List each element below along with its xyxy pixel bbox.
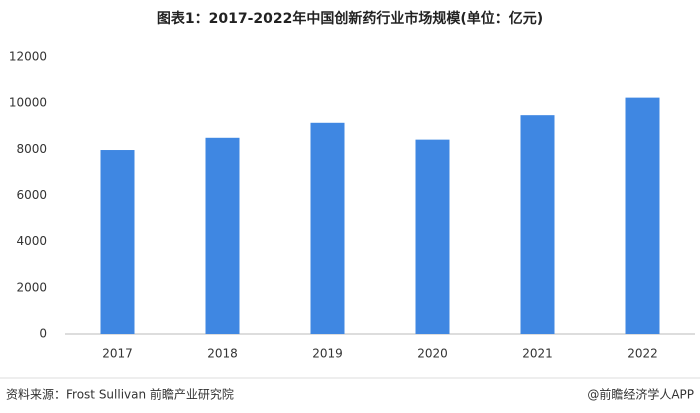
- x-tick-label: 2022: [627, 347, 658, 361]
- bar: [520, 115, 555, 334]
- x-tick-label: 2019: [312, 347, 343, 361]
- bar: [625, 97, 660, 334]
- y-tick-label: 4000: [16, 234, 47, 248]
- bar: [205, 137, 240, 334]
- x-tick-label: 2017: [102, 347, 133, 361]
- source-note: 资料来源：Frost Sullivan 前瞻产业研究院: [6, 387, 234, 402]
- chart-title: 图表1：2017-2022年中国创新药行业市场规模(单位：亿元): [157, 10, 543, 27]
- bar: [100, 150, 135, 334]
- x-tick-label: 2020: [417, 347, 448, 361]
- credit: @前瞻经济学人APP: [587, 387, 694, 402]
- y-tick-label: 10000: [9, 96, 47, 110]
- x-tick-label: 2021: [522, 347, 553, 361]
- y-tick-label: 8000: [16, 142, 47, 156]
- y-tick-label: 2000: [16, 280, 47, 294]
- bar: [310, 122, 345, 334]
- bar: [415, 139, 450, 334]
- y-tick-label: 6000: [16, 188, 47, 202]
- y-tick-label: 12000: [9, 50, 47, 64]
- y-tick-label: 0: [39, 327, 47, 341]
- x-tick-label: 2018: [207, 347, 238, 361]
